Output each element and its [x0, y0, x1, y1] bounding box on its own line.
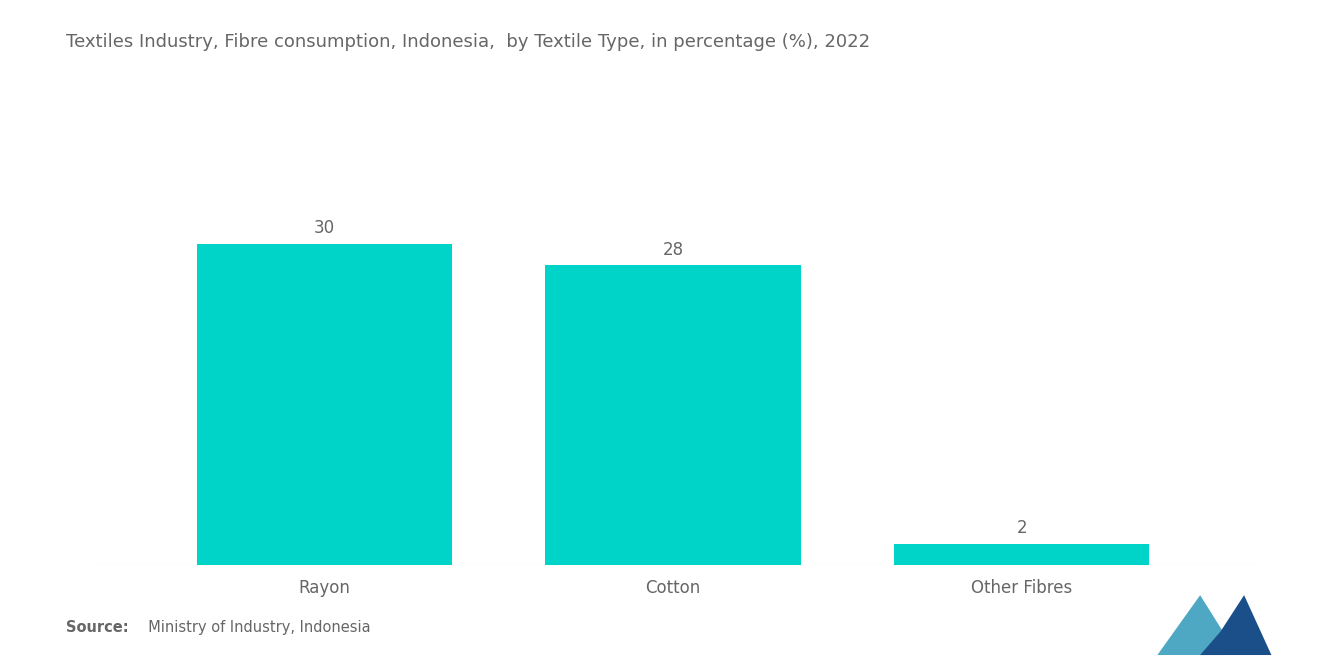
- Text: 28: 28: [663, 241, 684, 259]
- Polygon shape: [1200, 595, 1271, 655]
- Text: Ministry of Industry, Indonesia: Ministry of Industry, Indonesia: [139, 620, 370, 635]
- Text: 2: 2: [1016, 519, 1027, 537]
- Text: Textiles Industry, Fibre consumption, Indonesia,  by Textile Type, in percentage: Textiles Industry, Fibre consumption, In…: [66, 33, 870, 51]
- Bar: [545, 265, 801, 565]
- Bar: [894, 544, 1150, 565]
- Text: 30: 30: [314, 219, 335, 237]
- Polygon shape: [1158, 595, 1224, 655]
- Text: Source:: Source:: [66, 620, 128, 635]
- Bar: [197, 244, 453, 565]
